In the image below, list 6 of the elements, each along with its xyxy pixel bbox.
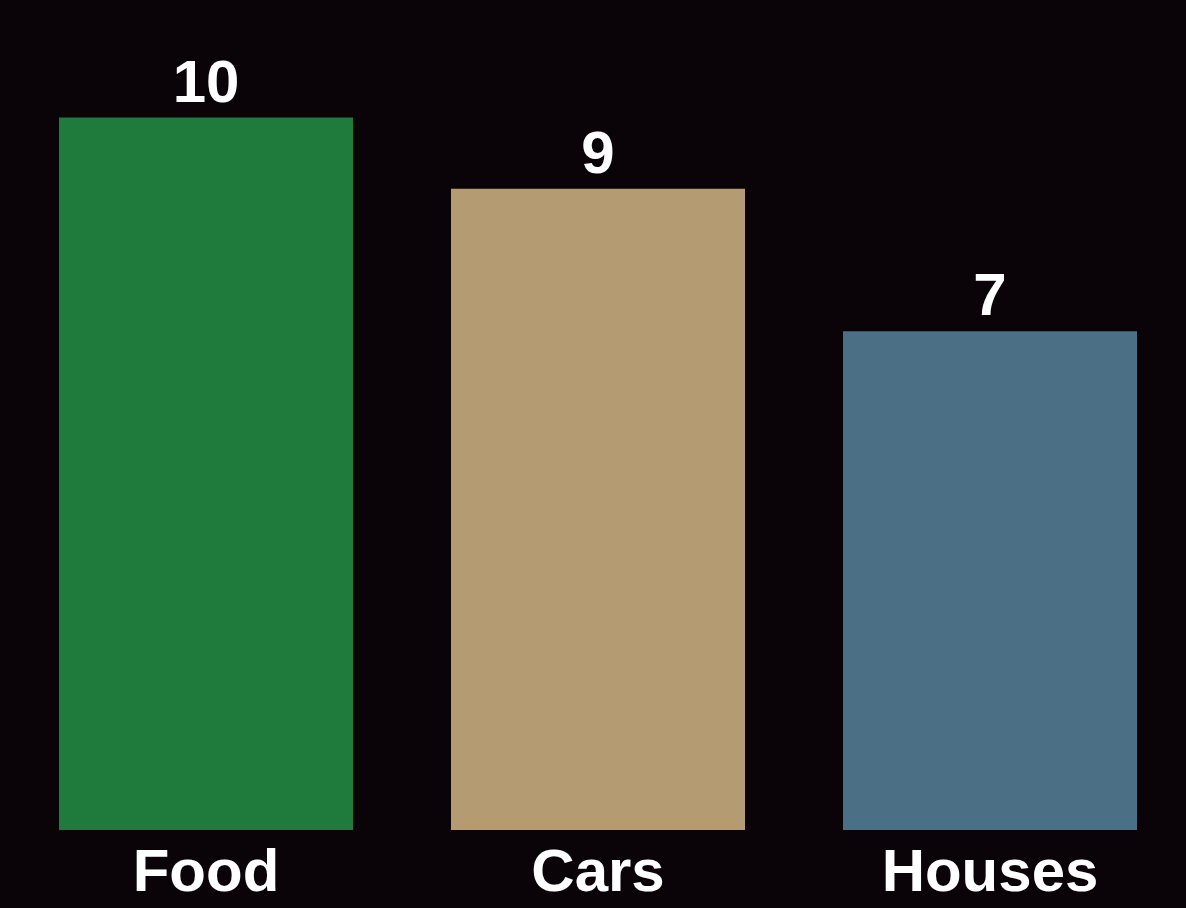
data-label: 7 — [973, 261, 1007, 329]
x-tick-label: Houses — [881, 837, 1099, 904]
x-tick-label: Cars — [531, 837, 665, 904]
data-label: 9 — [581, 118, 615, 186]
x-tick-label: Food — [132, 837, 280, 904]
data-label: 10 — [172, 47, 240, 115]
